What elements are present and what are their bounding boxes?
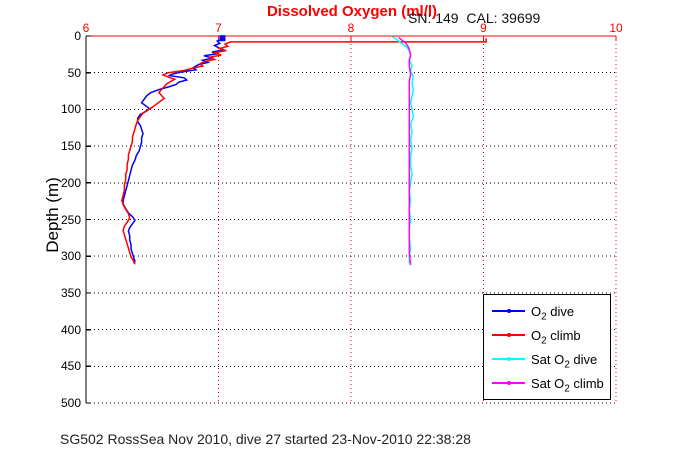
footer-caption: SG502 RossSea Nov 2010, dive 27 started …	[60, 431, 471, 447]
serial-cal-annotation: SN: 149 CAL: 39699	[408, 10, 541, 26]
legend-entry-sat-o2-climb: Sat O2 climb	[492, 375, 608, 395]
legend-line-sat-o2-dive	[492, 357, 525, 361]
legend-marker-dot	[506, 333, 511, 337]
y-tick-label: 200	[60, 175, 81, 190]
legend-line-o2-dive	[492, 309, 525, 313]
y-tick-label: 350	[60, 285, 81, 300]
x-tick-label: 10	[609, 21, 623, 35]
legend-label-sat-o2-dive: Sat O2 dive	[531, 351, 598, 371]
y-tick-label: 500	[60, 396, 81, 410]
legend-entry-o2-dive: O2 dive	[492, 303, 608, 323]
x-tick-label: 7	[215, 21, 222, 35]
legend-line-sat-o2-climb	[492, 381, 525, 385]
legend-label-o2-climb: O2 climb	[531, 327, 581, 347]
y-tick-label: 450	[60, 359, 81, 374]
y-tick-label: 150	[60, 139, 81, 154]
y-tick-label: 50	[67, 65, 81, 80]
y-tick-label: 300	[60, 249, 81, 264]
y-tick-label: 400	[60, 322, 81, 337]
legend-label-o2-dive: O2 dive	[531, 303, 575, 323]
chart-title: Dissolved Oxygen (ml/l)	[266, 3, 438, 20]
surface-marker-square	[219, 35, 226, 42]
legend-marker-dot	[506, 357, 511, 361]
y-tick-label: 250	[60, 212, 81, 227]
legend-marker-dot	[506, 309, 511, 313]
legend-line-o2-climb	[492, 333, 525, 337]
series-o2-climb	[121, 38, 487, 265]
x-tick-label: 6	[82, 21, 90, 35]
legend-label-sat-o2-climb: Sat O2 climb	[531, 375, 604, 395]
x-tick-label: 9	[480, 21, 487, 35]
legend-entry-o2-climb: O2 climb	[492, 327, 608, 347]
legend: O2 dive O2 climb Sat O2 dive Sat O2 clim…	[483, 294, 611, 400]
legend-entry-sat-o2-dive: Sat O2 dive	[492, 351, 608, 371]
x-tick-label: 8	[347, 21, 355, 35]
y-tick-label: 100	[60, 102, 81, 117]
legend-marker-dot	[506, 381, 511, 385]
y-tick-label: 0	[74, 29, 81, 43]
series-sat-o2-climb	[398, 36, 412, 266]
